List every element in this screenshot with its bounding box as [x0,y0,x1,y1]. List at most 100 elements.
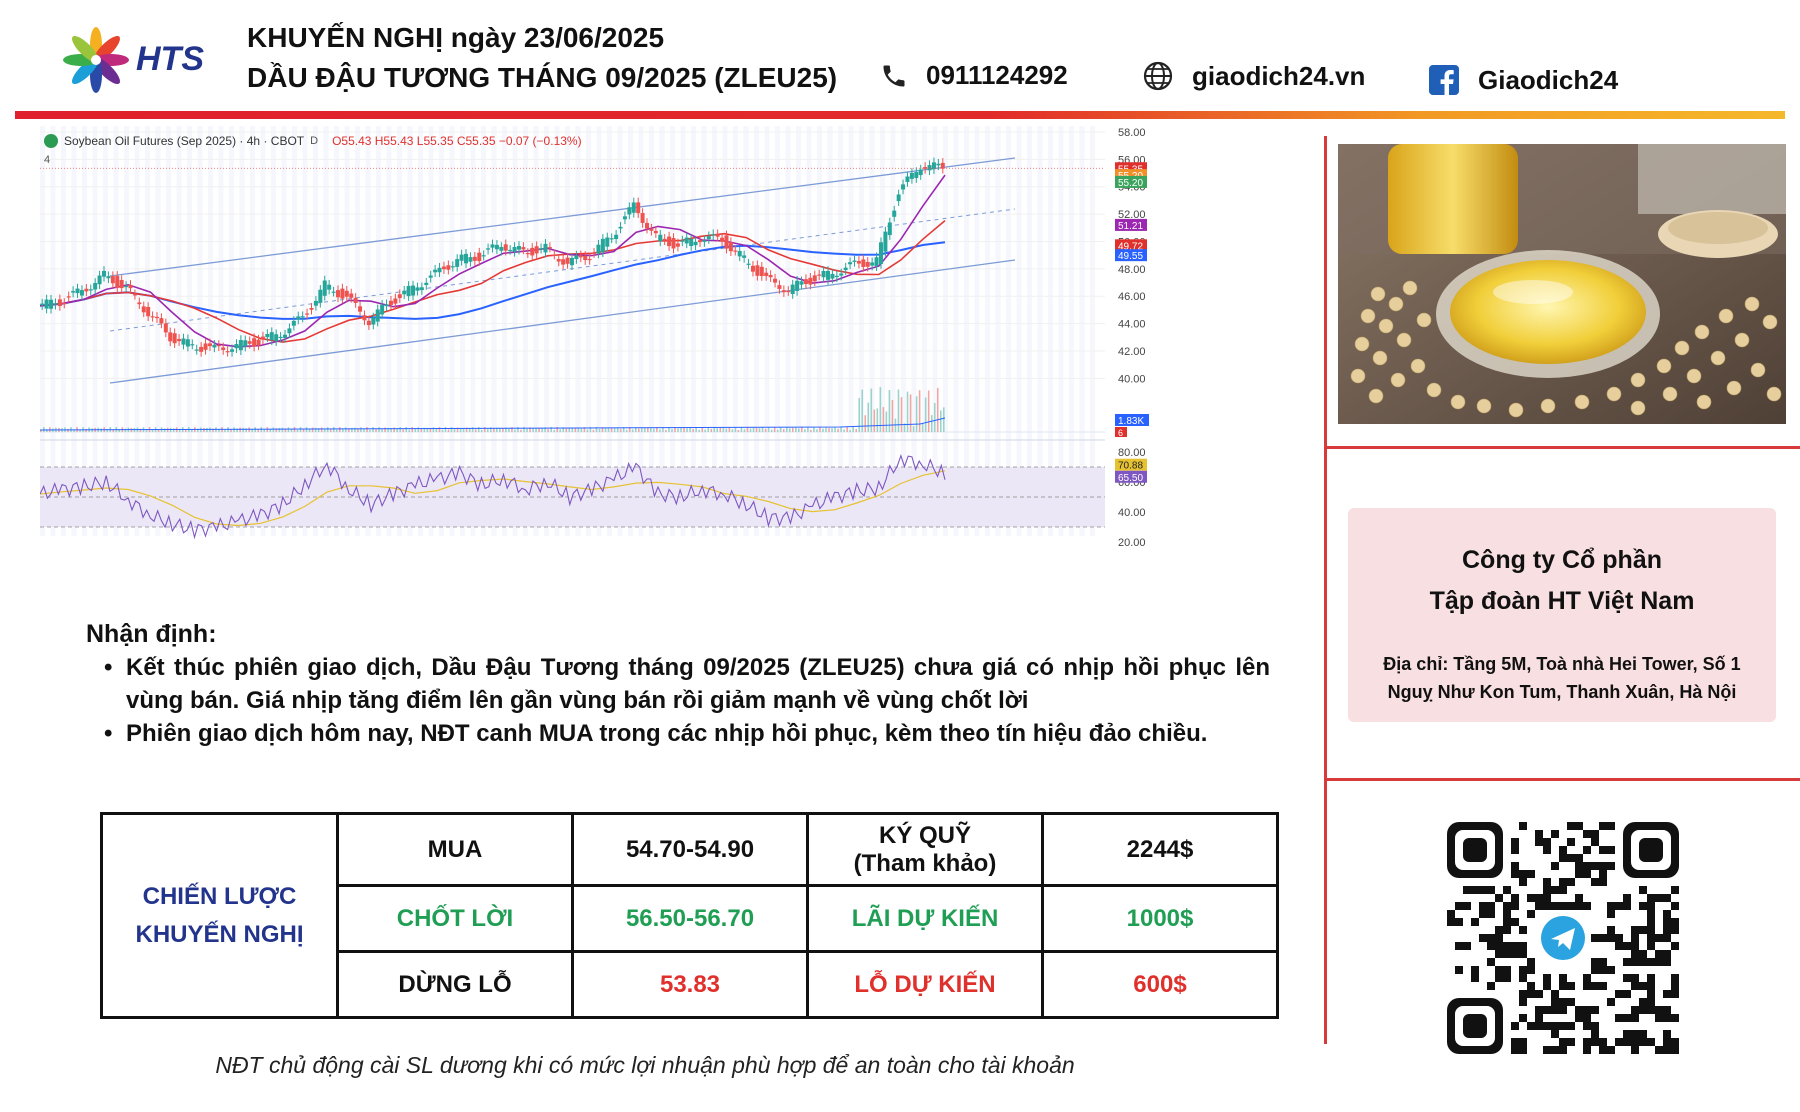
qr-module [1575,894,1583,902]
volume-bar [417,427,420,432]
website-contact[interactable]: giaodich24.vn [1142,60,1365,92]
qr-module [1591,838,1599,846]
qr-module [1575,862,1583,870]
qr-module [1583,830,1591,838]
session-band [187,126,192,536]
channel-mid [109,208,1016,332]
qr-module [1639,950,1647,958]
session-band [533,126,539,536]
candle-body [300,316,305,318]
qr-module [1551,1046,1559,1054]
candle-body [154,316,159,319]
expected-profit-label: LÃI DỰ KIẾN [806,884,1044,953]
volume-bar [496,427,498,432]
qr-module [1519,974,1527,982]
candle-body [490,244,495,248]
candle-body [402,290,407,295]
qr-module [1583,902,1591,910]
volume-bar [411,427,414,432]
qr-module [1487,934,1495,942]
phone-contact[interactable]: 0911124292 [880,60,1068,91]
volume-bar [586,429,589,432]
qr-module [1575,1006,1583,1014]
qr-module [1591,878,1599,886]
candle-body [706,236,711,240]
volume-bar [420,428,423,432]
qr-module [1487,886,1495,894]
candle-body [353,297,358,303]
volume-bar [281,427,284,432]
volume-bar [764,428,767,432]
qr-module [1551,998,1559,1006]
volume-bar [523,427,525,432]
qr-module [1495,926,1503,934]
margin-label: KÝ QUỸ (Tham khảo) [806,812,1044,887]
qr-module [1567,1022,1575,1030]
session-band [1037,126,1043,536]
session-band [386,126,392,536]
qr-module [1655,1046,1663,1054]
candle-body [110,276,115,284]
qr-module [1599,966,1607,974]
session-band [733,126,738,536]
candle-body [768,275,773,278]
volume-bar [396,428,398,432]
candle-body [600,238,605,253]
volume-bar [924,397,927,432]
qr-module [1479,902,1487,910]
candle-body [909,172,914,179]
candle-body [640,213,645,223]
session-band [166,126,171,536]
volume-bar [752,427,755,432]
volume-bar [245,428,247,432]
qr-module [1631,950,1639,958]
volume-bar [882,407,885,432]
qr-module [1455,942,1463,950]
volume-bar [822,428,824,432]
candle-body [808,277,813,285]
volume-bar [112,429,115,432]
candle-body [552,254,557,256]
candle-body [221,347,226,351]
strategy-label: CHIẾN LƯỢC KHUYẾN NGHỊ [100,812,339,1019]
candle-body [539,248,544,250]
volume-bar [846,427,848,432]
qr-module [1567,1038,1575,1046]
session-band [208,126,213,536]
qr-module [1663,1046,1671,1054]
volume-bar [731,429,734,432]
qr-module [1479,886,1487,894]
rsi-badge-label: 70.88 [1118,461,1143,472]
candle-body [464,253,469,264]
session-band [1090,126,1095,536]
strategy-label-line2: KHUYẾN NGHỊ [135,920,304,948]
qr-module [1607,846,1615,854]
volume-bar [399,427,401,432]
qr-module [1479,910,1487,918]
volume-bar [468,428,471,432]
session-band [764,126,770,536]
qr-module [1631,982,1639,990]
volume-bar [465,427,468,432]
qr-module [1671,1038,1679,1046]
session-band [1006,126,1011,536]
telegram-qr-code[interactable] [1443,818,1683,1058]
session-band [995,126,1001,536]
candle-body [856,260,861,264]
candle-body [874,257,879,267]
price-badge-label: 55.20 [1118,178,1143,189]
candle-body [66,296,71,298]
qr-module [1647,982,1655,990]
volume-bar [447,429,450,432]
qr-module [1567,878,1575,886]
volume-bar [686,428,688,432]
session-band [124,126,129,536]
qr-module [1503,918,1511,926]
volume-bar [263,429,266,432]
candle-body [278,336,283,339]
volume-bar [776,429,779,432]
volume-bar [73,429,75,432]
product-title: DẦU ĐẬU TƯƠNG THÁNG 09/2025 (ZLEU25) [247,62,838,93]
facebook-contact[interactable]: Giaodich24 [1428,64,1618,96]
volume-bar [508,428,510,432]
